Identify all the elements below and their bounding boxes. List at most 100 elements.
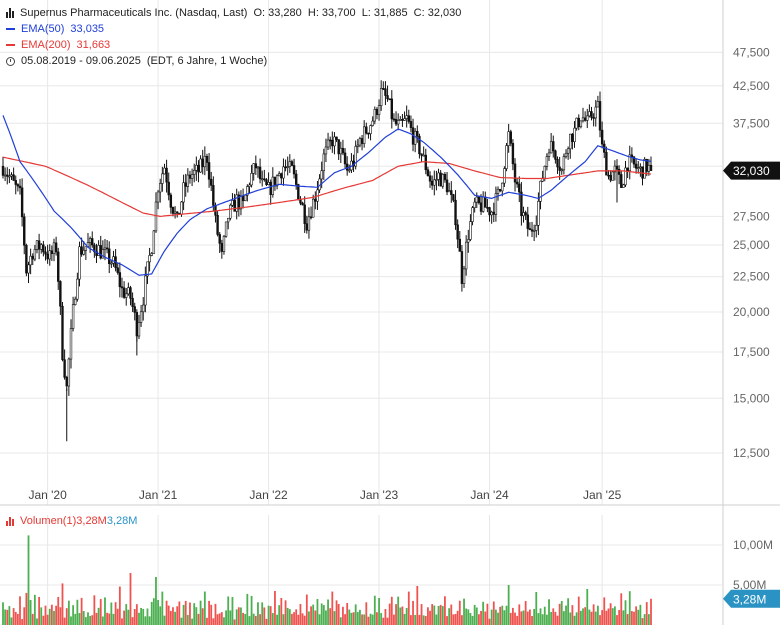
candle-body (122, 287, 126, 298)
volume-bar (454, 613, 457, 625)
volume-bar (531, 616, 533, 625)
candle-body (522, 212, 525, 217)
volume-bar (261, 602, 264, 625)
volume-bar (616, 615, 618, 625)
candle-body (142, 304, 145, 313)
volume-bar (125, 604, 128, 625)
volume-bar (401, 606, 404, 625)
legend-ema50[interactable]: EMA(50) 33,035 (6, 21, 461, 37)
volume-axis: 10,00M 5,00M (733, 538, 773, 592)
candle-body (358, 138, 362, 146)
volume-bar (299, 604, 302, 625)
candle-body (23, 216, 26, 246)
candle-body (27, 264, 30, 274)
volume-bar (560, 600, 563, 625)
volume-bar (150, 601, 153, 625)
volume-bar (174, 611, 176, 625)
volume-bar (484, 611, 487, 625)
candle-body (505, 145, 508, 169)
volume-bar (433, 605, 436, 625)
legend-ema200[interactable]: EMA(200) 31,663 (6, 37, 461, 53)
candle-body (212, 185, 215, 206)
candle-body (441, 174, 444, 187)
candle-body (503, 168, 506, 184)
volume-bar (186, 614, 189, 625)
volume-bar (104, 597, 106, 625)
candle-body (343, 152, 347, 165)
volume-bar (346, 603, 349, 625)
volume-bar (501, 605, 504, 625)
candle-body (486, 207, 489, 209)
volume-bar (399, 607, 402, 625)
volume-bar (497, 612, 499, 625)
volume-bar (469, 612, 472, 625)
volume-bar (603, 597, 606, 625)
volume-bar (384, 608, 387, 625)
candle-body (545, 156, 549, 167)
candle-body (564, 152, 568, 157)
candle-body (600, 129, 604, 145)
volume-bar (388, 603, 391, 625)
volume-bar (444, 596, 446, 625)
candle-body (69, 328, 73, 360)
candle-body (339, 147, 343, 155)
candle-body (609, 175, 612, 181)
candle-body (337, 139, 340, 155)
volume-bar (244, 613, 247, 625)
volume-bar (165, 600, 168, 625)
volume-bar (403, 613, 406, 625)
volume-bar (429, 610, 431, 625)
candle-body (48, 250, 51, 260)
ema50-swatch (6, 28, 15, 30)
candle-body (165, 167, 168, 183)
volume-bar (297, 614, 300, 625)
volume-bar (6, 609, 9, 625)
candle-body (443, 174, 447, 181)
price-tick-label: 42,500 (733, 79, 770, 93)
volume-bar (407, 591, 410, 625)
time-axis: Jan '20 Jan '21 Jan '22 Jan '23 Jan '24 Jan '… (28, 488, 621, 502)
volume-bar (229, 610, 232, 625)
volume-bar (492, 601, 495, 625)
volume-bar (395, 604, 397, 625)
volume-bar (452, 614, 455, 625)
volume-bar (647, 614, 650, 625)
volume-bar (337, 604, 340, 625)
candle-body (195, 164, 198, 171)
volume-bar (488, 618, 491, 625)
volume-bar (333, 611, 336, 625)
volume-bar (108, 613, 111, 625)
candle-body (10, 174, 13, 177)
candle-body (59, 281, 62, 307)
volume-bar (480, 610, 482, 625)
candle-body (71, 304, 75, 329)
candle-body (101, 249, 105, 259)
candle-body (509, 131, 512, 144)
volume-legend[interactable]: Volumen(1) 3,28M 3,28M (6, 514, 137, 528)
candle-body (193, 169, 196, 175)
volume-bar (390, 596, 393, 625)
volume-bar (152, 598, 155, 625)
candle-body (218, 234, 221, 244)
volume-bar (29, 600, 32, 625)
volume-bar (63, 617, 66, 625)
volume-bar (410, 615, 412, 625)
candle-body (20, 187, 24, 218)
instrument-title: Supernus Pharmaceuticals Inc. (Nasdaq, L… (20, 7, 248, 19)
volume-bar (133, 609, 136, 625)
candle-body (44, 251, 47, 255)
candle-body (418, 135, 421, 155)
candle-body (626, 167, 629, 171)
candle-body (33, 249, 37, 260)
volume-bar (127, 609, 130, 625)
volume-bar (393, 614, 395, 625)
volume-bar (44, 605, 47, 625)
candle-body (537, 201, 540, 226)
volume-bar (65, 608, 68, 625)
chart-legend: Supernus Pharmaceuticals Inc. (Nasdaq, L… (6, 5, 461, 69)
volume-bar (263, 607, 266, 625)
candle-body (435, 179, 438, 181)
volume-bar (2, 602, 4, 625)
candle-body (433, 179, 436, 186)
